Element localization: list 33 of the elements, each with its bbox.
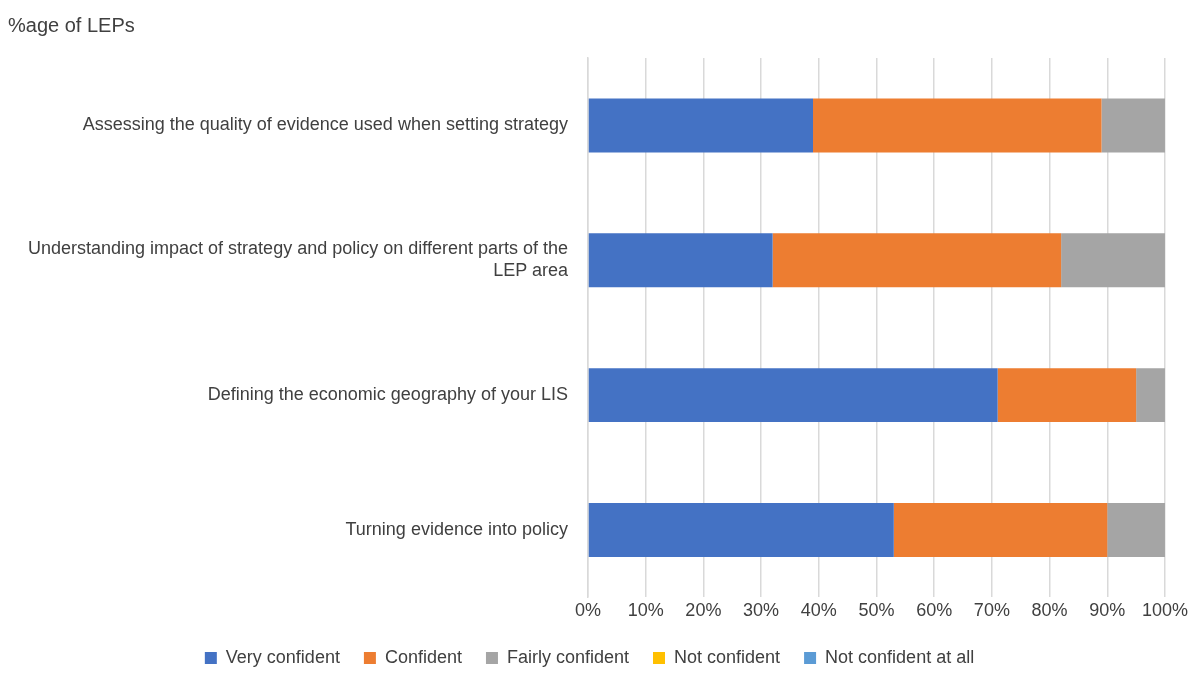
- bar: [588, 233, 773, 288]
- x-tick-label: 80%: [1031, 600, 1068, 621]
- x-tick-label: 10%: [627, 600, 664, 621]
- legend-label: Not confident: [674, 646, 781, 667]
- legend-label: Very confident: [225, 646, 340, 667]
- x-tick-label: 60%: [916, 600, 953, 621]
- bar: [997, 368, 1137, 423]
- y-tick-label: Understanding impact of strategy and policy on different parts of the LEP area: [28, 238, 569, 281]
- bar: [588, 98, 814, 153]
- y-tick-label: Assessing the quality of evidence used when setting strategy: [82, 114, 568, 135]
- bar: [1061, 233, 1165, 288]
- legend-label: Not confident at all: [825, 646, 975, 667]
- y-tick-label: Defining the economic geography of your LIS: [207, 384, 568, 405]
- y-tick-label: Turning evidence into policy: [345, 518, 568, 539]
- bar: [1107, 503, 1165, 557]
- bar: [1101, 98, 1165, 153]
- x-tick-label: 50%: [858, 600, 895, 621]
- text: %age of LEPs: [8, 13, 135, 36]
- bar: [772, 233, 1062, 288]
- bar: [588, 368, 998, 423]
- x-tick-label: 70%: [973, 600, 1010, 621]
- x-tick-label: 100%: [1141, 600, 1188, 621]
- x-tick-label: 30%: [743, 600, 780, 621]
- x-tick-label: 90%: [1089, 600, 1126, 621]
- bar: [893, 503, 1108, 557]
- x-tick-label: 20%: [685, 600, 722, 621]
- legend-label: Confident: [384, 646, 462, 667]
- bar: [1136, 368, 1165, 423]
- bar: [588, 503, 894, 557]
- x-tick-label: 0%: [574, 600, 601, 621]
- bar: [813, 98, 1102, 153]
- legend-label: Fairly confident: [506, 646, 630, 667]
- x-tick-label: 40%: [800, 600, 837, 621]
